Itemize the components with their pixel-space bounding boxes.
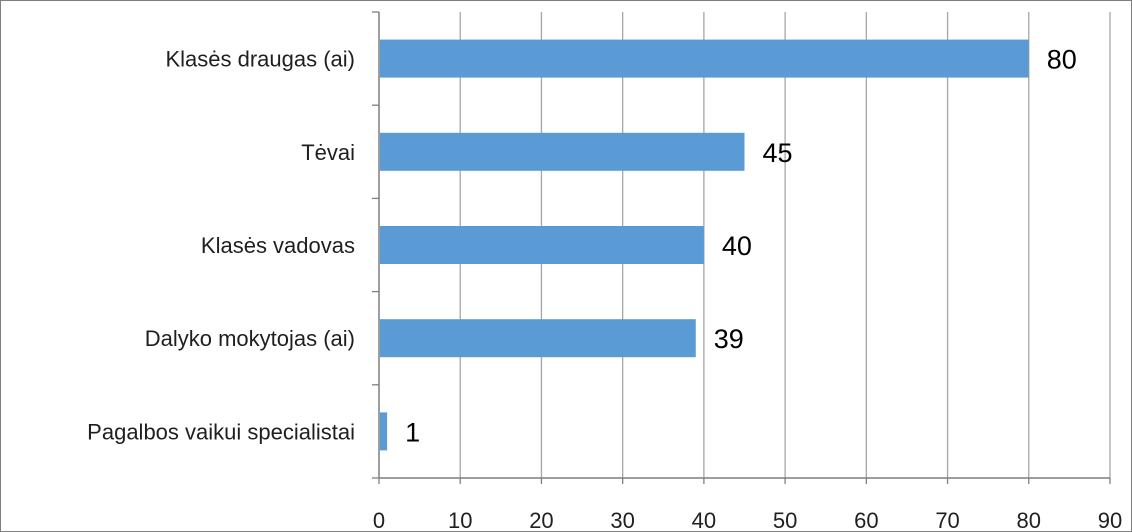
- labels: 0 10 20 30 40 50 60 70 80 90 Klasės draugas (ai) 80…: [87, 45, 1122, 532]
- category-label: Klasės draugas (ai): [165, 47, 355, 72]
- data-label: 45: [763, 138, 793, 168]
- bar: [380, 412, 388, 451]
- category-label: Tėvai: [301, 140, 355, 165]
- x-tick-label: 20: [529, 508, 553, 532]
- x-tick-label: 30: [610, 508, 634, 532]
- category-label: Dalyko mokytojas (ai): [145, 326, 355, 351]
- bar: [380, 39, 1029, 78]
- data-label: 1: [405, 417, 420, 447]
- data-label: 80: [1047, 45, 1077, 75]
- bars: [380, 39, 1029, 451]
- axes: [372, 11, 1111, 484]
- gridlines: [459, 12, 1111, 478]
- bar: [380, 132, 745, 171]
- x-tick-label: 10: [448, 508, 472, 532]
- x-tick-label: 40: [692, 508, 716, 532]
- x-tick-label: 50: [773, 508, 797, 532]
- x-tick-label: 60: [854, 508, 878, 532]
- x-tick-label: 80: [1017, 508, 1041, 532]
- category-label: Klasės vadovas: [201, 233, 355, 258]
- bar: [380, 226, 704, 264]
- x-tick-label: 70: [935, 508, 959, 532]
- data-label: 39: [714, 324, 744, 354]
- bar: [380, 319, 696, 358]
- x-tick-label: 0: [373, 508, 385, 532]
- data-label: 40: [722, 231, 752, 261]
- x-tick-label: 90: [1098, 508, 1122, 532]
- category-label: Pagalbos vaikui specialistai: [87, 419, 355, 444]
